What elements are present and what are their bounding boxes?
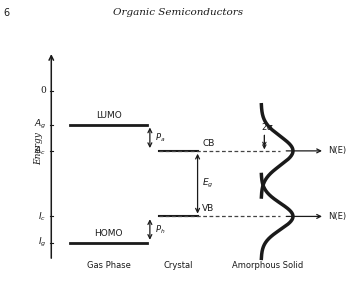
Text: $A_c$: $A_c$: [34, 145, 46, 157]
Text: 0: 0: [41, 86, 46, 95]
Text: Energy: Energy: [34, 132, 43, 165]
Text: HOMO: HOMO: [94, 229, 123, 238]
Text: $I_c$: $I_c$: [39, 210, 46, 223]
Text: $A_g$: $A_g$: [34, 118, 46, 131]
Text: $I_g$: $I_g$: [38, 236, 46, 249]
Text: 6: 6: [4, 8, 10, 18]
Text: $P_h$: $P_h$: [155, 223, 165, 236]
Text: Amorphous Solid: Amorphous Solid: [232, 261, 303, 270]
Text: VB: VB: [202, 204, 215, 213]
Text: Crystal: Crystal: [164, 261, 193, 270]
Text: Organic Semiconductors: Organic Semiconductors: [114, 8, 243, 18]
Text: $2\sigma$: $2\sigma$: [261, 121, 274, 132]
Text: CB: CB: [202, 139, 215, 148]
Text: N(E): N(E): [328, 212, 346, 221]
Text: $E_g$: $E_g$: [202, 177, 214, 190]
Text: N(E): N(E): [328, 146, 346, 155]
Text: LUMO: LUMO: [96, 111, 121, 120]
Text: $P_a$: $P_a$: [155, 132, 165, 144]
Text: Gas Phase: Gas Phase: [87, 261, 130, 270]
